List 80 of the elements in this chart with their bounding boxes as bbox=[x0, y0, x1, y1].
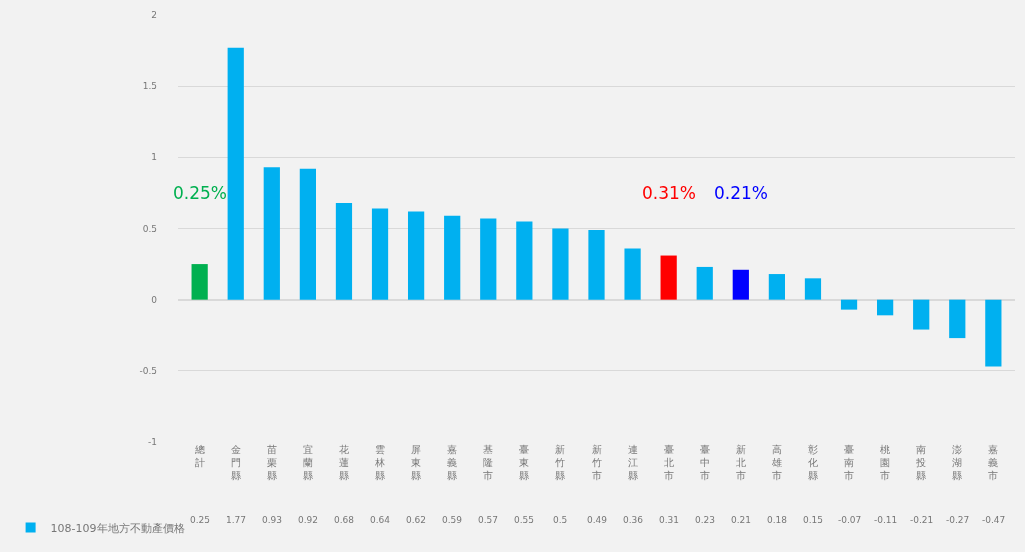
y-tick-label: 1.5 bbox=[142, 81, 157, 92]
x-tick-label: 雲林縣 bbox=[374, 444, 386, 481]
x-tick-label: 連江縣 bbox=[627, 444, 638, 481]
x-tick-label: 臺南市 bbox=[844, 444, 855, 481]
y-tick-label: -1 bbox=[148, 437, 157, 448]
x-tick-label: 臺中市 bbox=[699, 444, 710, 481]
data-label: 0.93 bbox=[262, 515, 283, 525]
x-tick-label: 苗栗縣 bbox=[266, 444, 277, 481]
data-label: 1.77 bbox=[226, 515, 247, 525]
x-tick-label: 屏東縣 bbox=[411, 444, 422, 481]
x-tick-label: 嘉義市 bbox=[988, 444, 999, 481]
x-tick-label: 花蓮縣 bbox=[338, 444, 349, 481]
bar bbox=[696, 266, 713, 300]
bar bbox=[407, 211, 425, 300]
x-tick-label: 新竹市 bbox=[591, 444, 602, 481]
bar bbox=[949, 299, 966, 339]
x-tick-label: 新竹縣 bbox=[555, 444, 566, 481]
bar bbox=[913, 299, 930, 330]
x-tick-label: 基隆市 bbox=[483, 444, 494, 481]
bar bbox=[732, 269, 749, 300]
x-tick-label: 宜蘭縣 bbox=[302, 444, 313, 481]
annotation: 0.25% bbox=[173, 183, 228, 203]
data-label: -0.27 bbox=[946, 515, 970, 525]
bar bbox=[516, 221, 533, 300]
y-tick-label: 2 bbox=[151, 10, 157, 21]
annotation: 0.31% bbox=[642, 183, 697, 203]
data-label: 0.49 bbox=[587, 515, 608, 525]
legend-label: 108-109年地方不動產價格 bbox=[50, 521, 185, 535]
data-label: -0.21 bbox=[910, 515, 934, 525]
data-label: -0.47 bbox=[982, 515, 1006, 525]
bar bbox=[840, 299, 858, 310]
data-label: 0.92 bbox=[298, 515, 319, 525]
bar bbox=[227, 47, 244, 300]
y-tick-label: -0.5 bbox=[139, 365, 157, 376]
x-tick-label: 嘉義縣 bbox=[447, 444, 458, 481]
bar bbox=[191, 264, 208, 300]
bar bbox=[552, 228, 569, 300]
data-label: 0.23 bbox=[695, 515, 716, 525]
data-label: 0.18 bbox=[767, 515, 788, 525]
x-tick-label: 臺北市 bbox=[663, 444, 674, 481]
data-label: 0.5 bbox=[553, 515, 568, 525]
y-tick-label: 0 bbox=[151, 294, 158, 305]
x-tick-label: 臺東縣 bbox=[519, 444, 530, 481]
annotation: 0.21% bbox=[714, 183, 769, 203]
bar bbox=[624, 248, 641, 300]
data-label: -0.11 bbox=[874, 515, 898, 525]
y-tick-label: 0.5 bbox=[142, 223, 157, 234]
data-label: 0.36 bbox=[623, 515, 644, 525]
data-label: 0.21 bbox=[731, 515, 752, 525]
x-tick-label: 桃園市 bbox=[880, 444, 891, 481]
data-label: 0.62 bbox=[406, 515, 427, 525]
bar bbox=[588, 229, 605, 300]
bar bbox=[660, 255, 677, 300]
bar bbox=[877, 299, 894, 316]
x-tick-label: 新北市 bbox=[735, 444, 746, 481]
x-tick-label: 總計 bbox=[193, 444, 205, 468]
x-tick-label: 南投縣 bbox=[915, 444, 927, 481]
bar bbox=[371, 208, 389, 300]
data-label: 0.25 bbox=[190, 515, 211, 525]
bar bbox=[480, 218, 497, 300]
data-label: 0.31 bbox=[659, 515, 680, 525]
bar bbox=[804, 278, 822, 300]
data-label: -0.07 bbox=[838, 515, 862, 525]
x-tick-label: 彰化縣 bbox=[807, 444, 818, 481]
bar bbox=[985, 299, 1002, 367]
data-label: 0.68 bbox=[334, 515, 355, 525]
bar bbox=[335, 202, 353, 300]
bar bbox=[444, 215, 461, 300]
data-label: 0.64 bbox=[370, 515, 391, 525]
data-label: 0.59 bbox=[442, 515, 463, 525]
bar bbox=[299, 168, 316, 300]
x-tick-label: 澎湖縣 bbox=[952, 444, 963, 481]
bar bbox=[768, 274, 786, 300]
data-label: 0.57 bbox=[478, 515, 499, 525]
x-tick-label: 高雄市 bbox=[770, 444, 782, 481]
x-tick-label: 金門縣 bbox=[230, 444, 241, 481]
y-tick-label: 1 bbox=[151, 152, 157, 163]
data-label: 0.15 bbox=[803, 515, 824, 525]
bar bbox=[263, 167, 280, 300]
data-label: 0.55 bbox=[514, 515, 535, 525]
